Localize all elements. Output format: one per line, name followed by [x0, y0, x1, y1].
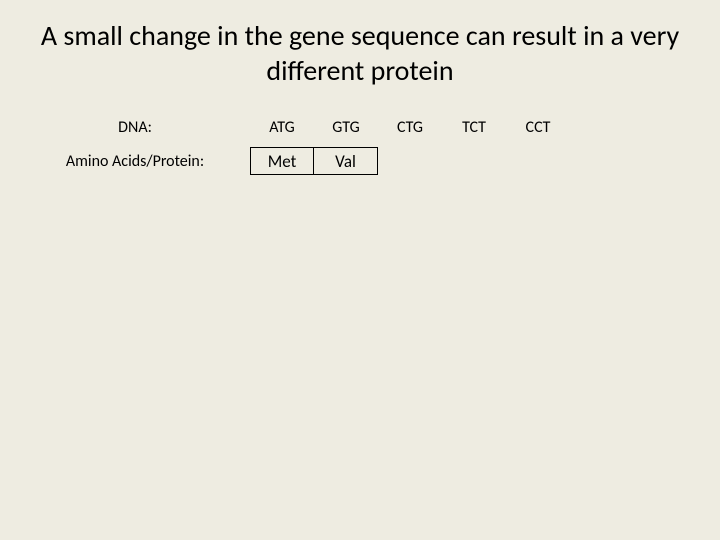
codon-group: ATG GTG CTG TCT CCT	[250, 118, 570, 137]
dna-label: DNA:	[20, 118, 250, 137]
amino-cell: Val	[314, 147, 378, 175]
protein-label: Amino Acids/Protein:	[20, 152, 250, 171]
codon-cell: CTG	[378, 118, 442, 137]
slide-container: A small change in the gene sequence can …	[0, 0, 720, 540]
amino-group: Met Val	[250, 147, 378, 175]
slide-title: A small change in the gene sequence can …	[20, 18, 700, 88]
amino-cell: Met	[250, 147, 314, 175]
codon-cell: TCT	[442, 118, 506, 137]
codon-cell: CCT	[506, 118, 570, 137]
protein-row: Amino Acids/Protein: Met Val	[20, 147, 700, 175]
dna-row: DNA: ATG GTG CTG TCT CCT	[20, 118, 700, 137]
codon-cell: ATG	[250, 118, 314, 137]
codon-cell: GTG	[314, 118, 378, 137]
